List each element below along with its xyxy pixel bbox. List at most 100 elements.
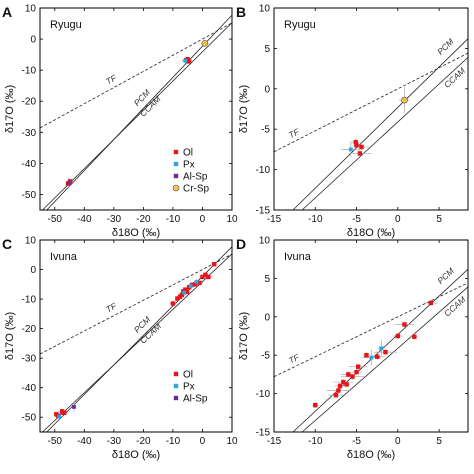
pcm-line (292, 268, 469, 433)
data-point-ol (359, 144, 364, 150)
y-tick-label: -15 (256, 428, 271, 439)
y-tick-label: -10 (256, 165, 271, 176)
y-axis-label: δ17O (‰) (4, 85, 16, 133)
y-tick-label: -5 (261, 125, 270, 136)
ccam-line (42, 22, 233, 211)
x-axis-label: δ18O (‰) (347, 227, 395, 239)
legend-marker (173, 149, 179, 155)
data-point-ol (212, 262, 217, 267)
tf-line (39, 253, 233, 355)
data-point-ol (184, 289, 190, 295)
y-tick-label: -40 (22, 383, 37, 394)
ccam-line (42, 253, 233, 433)
y-tick-label: 10 (259, 236, 271, 247)
legend-marker (173, 371, 179, 377)
legend-marker (173, 395, 179, 401)
x-axis-label: δ18O (‰) (347, 449, 395, 461)
legend-label: Px (183, 382, 195, 393)
y-tick-label: 10 (25, 4, 37, 15)
x-axis-label: δ18O (‰) (112, 449, 160, 461)
plot-frame (39, 7, 233, 211)
data-point-ol (179, 292, 184, 298)
y-tick-label: 5 (264, 44, 270, 55)
x-tick-label: -30 (107, 436, 122, 447)
data-point-al-sp (67, 180, 71, 185)
sample-name: Ivuna (50, 251, 78, 263)
y-axis-label: δ17O (‰) (238, 312, 250, 360)
plot-frame (273, 239, 469, 433)
legend-marker (173, 161, 179, 167)
x-tick-label: -10 (308, 214, 323, 225)
data-point-ol (364, 353, 369, 358)
data-point-al-sp (72, 404, 76, 409)
y-tick-label: -10 (22, 66, 37, 77)
y-tick-label: -20 (22, 324, 37, 335)
data-point-ol (357, 151, 363, 156)
ccam-line (301, 286, 469, 433)
data-point-px (182, 290, 187, 295)
data-point-ol (383, 349, 388, 355)
pcm-line (46, 14, 233, 211)
y-tick-label: -5 (261, 351, 270, 362)
x-tick-label: 0 (200, 436, 206, 447)
panel-letter: D (236, 236, 246, 252)
x-tick-label: -40 (77, 214, 92, 225)
data-point-ol (356, 364, 361, 369)
data-point-px (348, 147, 353, 152)
data-point-ol (350, 374, 355, 379)
y-tick-label: -10 (22, 295, 37, 306)
data-point-px (379, 346, 384, 351)
data-point-ol (203, 272, 208, 278)
data-point-ol (62, 410, 67, 415)
y-tick-label: -50 (22, 413, 37, 424)
data-point-ol (313, 402, 318, 408)
x-tick-label: -10 (308, 436, 323, 447)
data-point-ol (185, 57, 190, 62)
x-tick-label: -5 (352, 436, 361, 447)
plot-frame (273, 7, 469, 211)
y-tick-label: 0 (30, 35, 36, 46)
x-tick-label: -10 (166, 214, 181, 225)
y-tick-label: 0 (30, 265, 36, 276)
x-tick-label: 5 (436, 214, 442, 225)
data-point-ol (344, 382, 349, 387)
ccam-line (301, 57, 469, 211)
data-point-ol (354, 369, 359, 375)
y-tick-label: 5 (264, 274, 270, 285)
tf-line (273, 282, 469, 378)
y-tick-label: 0 (264, 312, 270, 323)
legend-marker (173, 173, 179, 179)
pcm-line (292, 38, 469, 211)
data-point-px (369, 355, 374, 360)
ref-line-label-tf: TF (104, 72, 119, 86)
y-tick-label: -15 (256, 206, 271, 217)
x-tick-label: -40 (77, 436, 92, 447)
data-point-cr-sp (201, 40, 209, 47)
data-point-ol (346, 372, 351, 377)
y-axis-label: δ17O (‰) (4, 312, 16, 360)
x-axis-label: δ18O (‰) (112, 227, 160, 239)
x-tick-label: -20 (136, 436, 151, 447)
data-point-ol (353, 139, 358, 145)
data-point-ol (206, 274, 211, 280)
data-point-ol (333, 392, 339, 398)
ref-line-label-tf: TF (287, 352, 301, 366)
legend-label: Ol (183, 370, 193, 381)
data-point-ol (336, 388, 341, 393)
x-tick-label: -50 (48, 214, 63, 225)
legend-label: Al-Sp (183, 394, 208, 405)
plot-frame (39, 239, 233, 433)
x-tick-label: -15 (267, 436, 282, 447)
y-tick-label: 10 (25, 236, 37, 247)
x-tick-label: 5 (436, 436, 442, 447)
legend-label: Al-Sp (183, 172, 208, 183)
y-tick-label: -20 (22, 97, 37, 108)
y-tick-label: -30 (22, 354, 37, 365)
ref-line-label-tf: TF (287, 126, 302, 140)
legend-label: Cr-Sp (183, 184, 210, 195)
y-tick-label: -30 (22, 128, 37, 139)
data-point-px (57, 414, 62, 419)
